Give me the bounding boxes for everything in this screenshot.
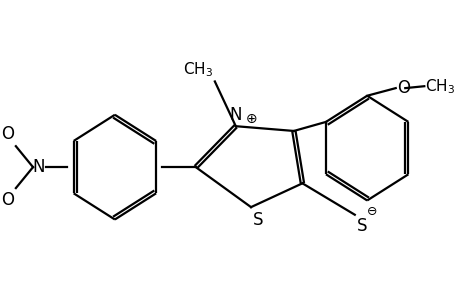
Text: O: O <box>1 125 14 143</box>
Text: O: O <box>396 79 409 97</box>
Text: O: O <box>1 191 14 209</box>
Text: N: N <box>229 106 241 124</box>
Text: S: S <box>252 211 263 229</box>
Text: N: N <box>32 158 45 176</box>
Text: CH$_3$: CH$_3$ <box>424 77 454 96</box>
Text: CH$_3$: CH$_3$ <box>182 60 213 79</box>
Text: $\ominus$: $\ominus$ <box>365 206 377 218</box>
Text: S: S <box>356 217 366 235</box>
Text: $\oplus$: $\oplus$ <box>245 112 257 126</box>
